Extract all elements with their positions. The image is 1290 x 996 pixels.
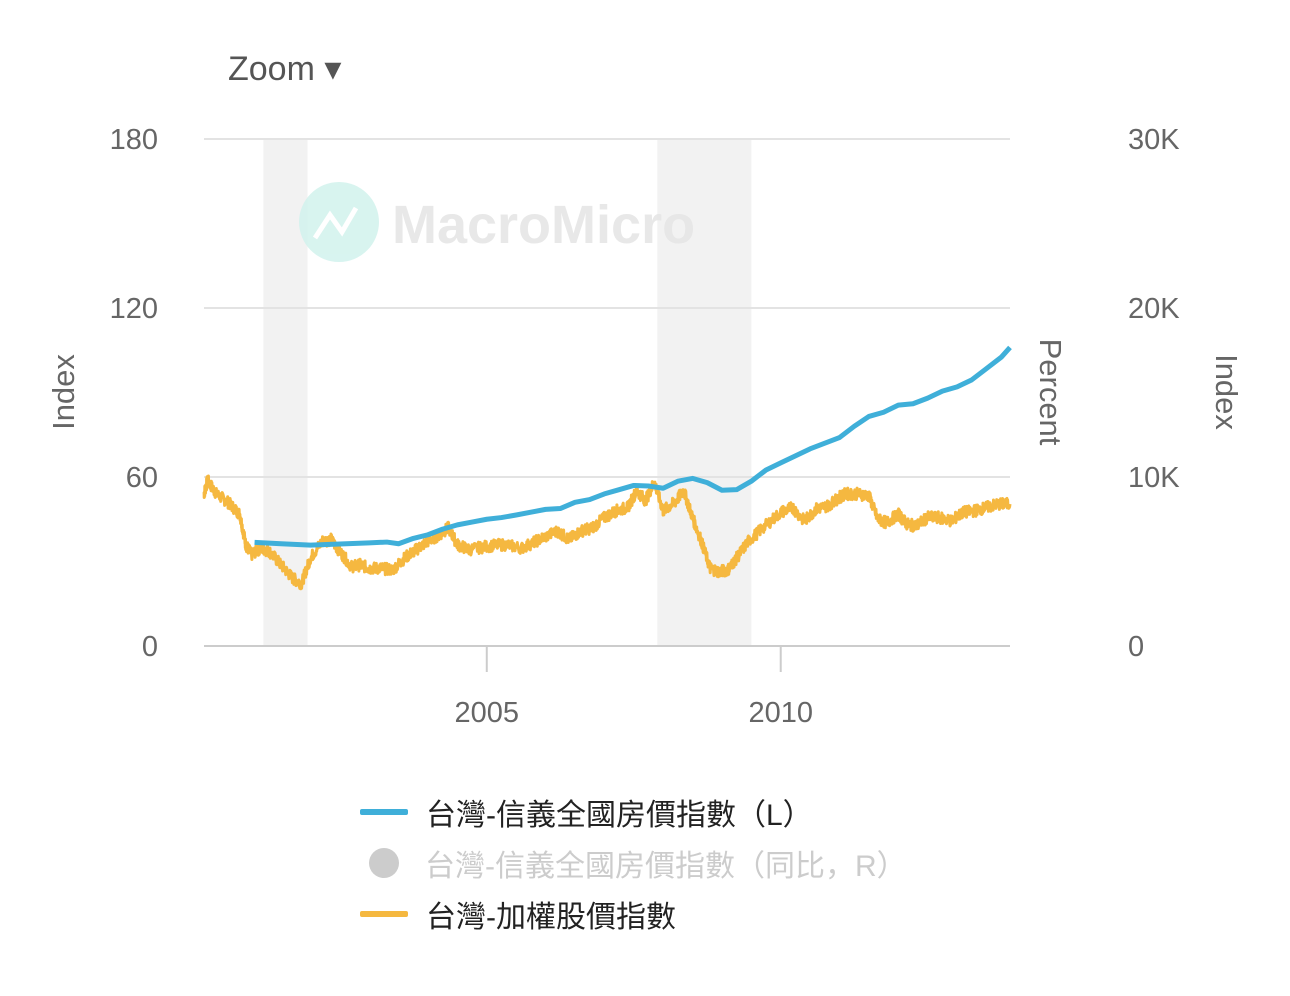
watermark-text: MacroMicro <box>392 195 695 255</box>
watermark: MacroMicro <box>299 182 695 262</box>
legend-item-house-price-yoy[interactable]: 台灣-信義全國房價指數（同比，R） <box>360 841 907 885</box>
right-tick-label: 0 <box>1128 631 1144 663</box>
series-line-taiex <box>202 474 1012 591</box>
left-tick-label: 0 <box>142 631 158 663</box>
macromicro-logo-icon <box>299 182 379 262</box>
legend-item-taiex[interactable]: 台灣-加權股價指數 <box>360 892 676 936</box>
right-axis-2-title: Index <box>1209 354 1244 430</box>
legend-label: 台灣-加權股價指數 <box>426 901 676 934</box>
right-tick-label: 10K <box>1128 462 1180 494</box>
left-axis-title: Index <box>46 354 81 430</box>
macromicro-logo-icon-mark <box>312 206 359 240</box>
zoom-button[interactable]: Zoom ▾ <box>228 50 341 88</box>
legend-label: 台灣-信義全國房價指數（L） <box>426 799 813 832</box>
x-tick-label: 2010 <box>748 697 813 729</box>
series-line-house-price <box>254 345 1012 548</box>
right-tick-label: 20K <box>1128 293 1180 325</box>
right-axis-1-title: Percent <box>1033 339 1068 446</box>
left-tick-label: 120 <box>110 293 158 325</box>
x-tick-label: 2005 <box>455 697 520 729</box>
legend-dot-icon <box>369 848 399 878</box>
left-tick-label: 60 <box>126 462 158 494</box>
left-tick-label: 180 <box>110 124 158 156</box>
legend-line-icon <box>360 911 408 917</box>
legend-label: 台灣-信義全國房價指數（同比，R） <box>425 850 907 883</box>
legend-line-icon <box>360 809 408 815</box>
right-tick-label: 30K <box>1128 124 1180 156</box>
legend-item-house-price[interactable]: 台灣-信義全國房價指數（L） <box>360 790 813 834</box>
